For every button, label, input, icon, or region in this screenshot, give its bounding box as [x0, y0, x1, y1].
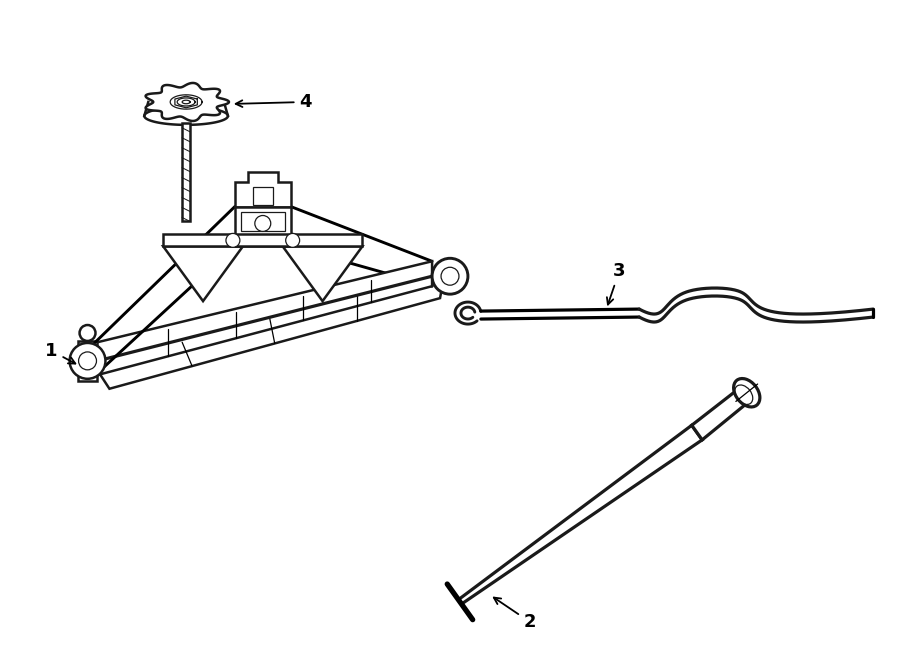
Polygon shape: [235, 206, 291, 247]
Polygon shape: [144, 107, 228, 125]
Polygon shape: [458, 425, 702, 604]
Circle shape: [226, 233, 240, 247]
Polygon shape: [182, 123, 190, 221]
Polygon shape: [163, 247, 243, 301]
Circle shape: [79, 325, 95, 341]
Polygon shape: [283, 247, 363, 301]
Polygon shape: [146, 83, 229, 121]
Circle shape: [69, 343, 105, 379]
Text: 2: 2: [494, 598, 536, 631]
Polygon shape: [253, 186, 273, 204]
Polygon shape: [77, 341, 97, 381]
Polygon shape: [163, 235, 363, 247]
Polygon shape: [94, 271, 445, 389]
Text: 3: 3: [607, 262, 625, 305]
Polygon shape: [235, 172, 291, 206]
Circle shape: [432, 258, 468, 294]
Text: 1: 1: [45, 342, 76, 364]
Circle shape: [255, 215, 271, 231]
Polygon shape: [94, 261, 432, 376]
Circle shape: [441, 267, 459, 285]
Circle shape: [78, 352, 96, 370]
Text: 4: 4: [236, 93, 312, 111]
Ellipse shape: [734, 379, 760, 407]
Polygon shape: [241, 212, 284, 231]
Polygon shape: [692, 391, 757, 440]
Circle shape: [285, 233, 300, 247]
